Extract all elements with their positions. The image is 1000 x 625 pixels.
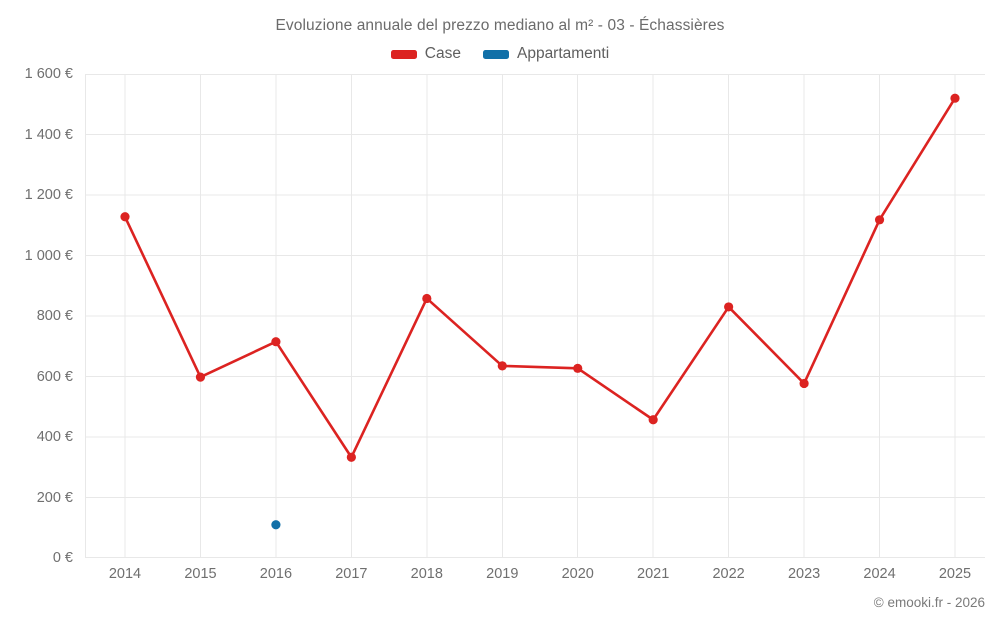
y-axis-tick-label: 600 €: [36, 368, 73, 385]
data-point-case[interactable]: [271, 337, 281, 347]
y-axis-tick-label: 0 €: [52, 550, 73, 566]
data-point-appartamenti[interactable]: [271, 520, 281, 530]
chart-title: Evoluzione annuale del prezzo mediano al…: [275, 17, 725, 34]
x-axis-tick-label: 2017: [335, 566, 368, 582]
data-point-case[interactable]: [497, 361, 507, 371]
legend-label-case: Case: [424, 45, 461, 62]
y-axis-tick-label: 1 200 €: [24, 187, 73, 203]
x-axis-tick-label: 2014: [108, 566, 142, 582]
data-point-case[interactable]: [874, 215, 885, 225]
y-axis-tick-label: 1 600 €: [24, 66, 73, 82]
data-point-case[interactable]: [573, 363, 583, 373]
data-point-case[interactable]: [648, 415, 658, 425]
y-axis-tick-label: 200 €: [36, 489, 73, 506]
x-axis-tick-label: 2025: [938, 566, 972, 582]
x-axis-tick-label: 2019: [486, 566, 519, 582]
legend-item-case[interactable]: Case: [390, 45, 461, 63]
x-axis-tick-label: 2016: [259, 566, 293, 582]
data-point-case[interactable]: [799, 378, 809, 389]
legend-label-appartamenti: Appartamenti: [516, 45, 610, 62]
x-axis-tick-label: 2022: [712, 566, 745, 582]
data-point-case[interactable]: [724, 302, 734, 312]
x-axis-tick-label: 2015: [184, 566, 217, 582]
legend-item-appartamenti[interactable]: Appartamenti: [482, 45, 610, 63]
data-point-case[interactable]: [346, 452, 356, 462]
chart-legend: Case Appartamenti: [0, 45, 1000, 63]
series-line-case: [123, 96, 957, 459]
data-point-case[interactable]: [120, 212, 130, 222]
data-point-case[interactable]: [195, 372, 206, 382]
x-axis-tick-label: 2018: [410, 566, 443, 582]
x-axis-tick-label: 2023: [787, 566, 821, 582]
plot-area: [85, 74, 985, 558]
x-axis-tick-label: 2024: [863, 566, 896, 582]
x-axis-tick-label: 2020: [561, 566, 594, 582]
legend-color-swatch-icon: [482, 49, 509, 59]
y-axis-tick-label: 1 000 €: [24, 247, 73, 264]
y-axis-tick-label: 800 €: [36, 308, 73, 324]
plot-svg: [85, 74, 985, 558]
footer-credit: © emooki.fr - 2026: [873, 595, 985, 610]
legend-color-swatch-icon: [390, 49, 417, 59]
data-point-case[interactable]: [950, 93, 960, 103]
x-axis-tick-label: 2021: [637, 566, 670, 582]
y-axis-tick-label: 1 400 €: [24, 126, 73, 143]
data-point-case[interactable]: [422, 293, 432, 304]
y-axis-tick-label: 400 €: [36, 429, 73, 445]
